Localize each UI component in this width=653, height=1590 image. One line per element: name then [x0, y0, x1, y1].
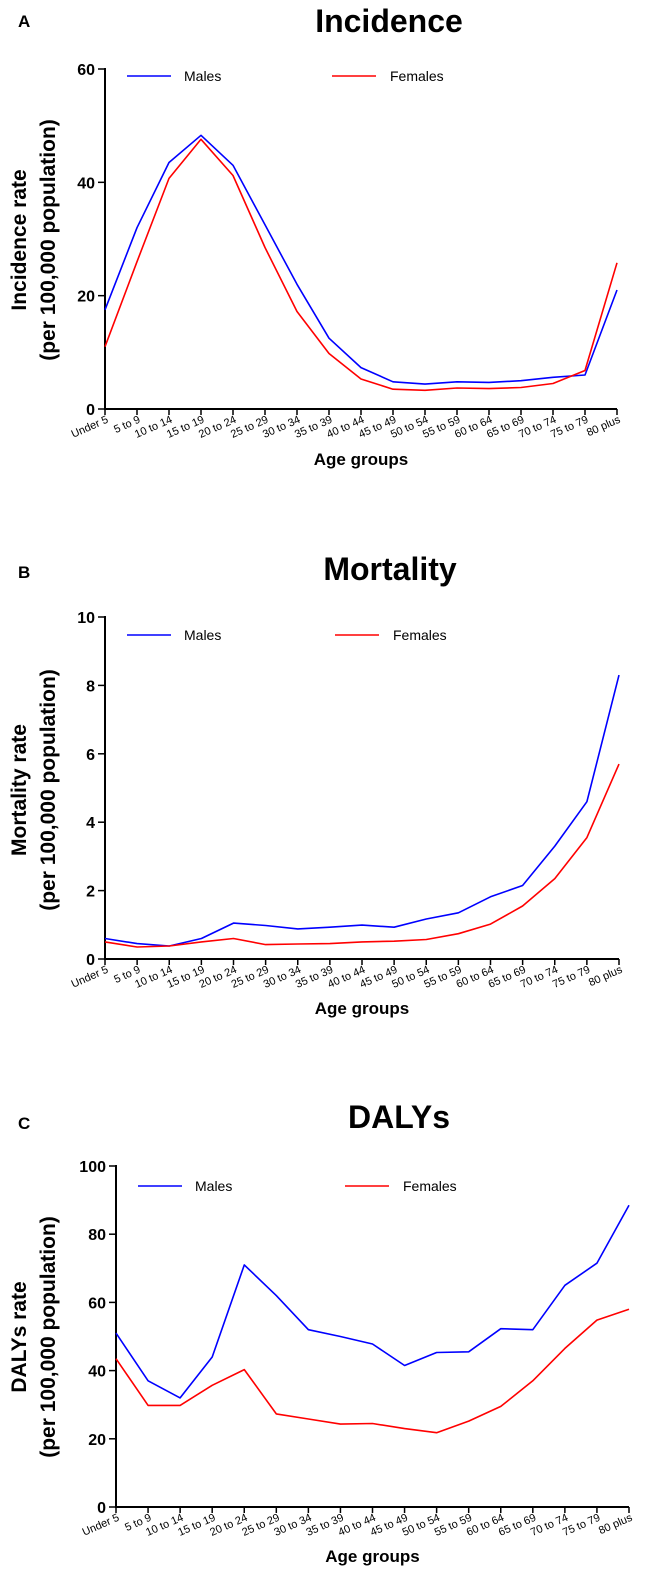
y-axis-label-line1: DALYs rate: [8, 1281, 31, 1392]
y-tick-label: 80: [88, 1227, 106, 1244]
series-line-males: [104, 134, 618, 385]
y-axis-label-line2: (per 100,000 population): [37, 119, 60, 361]
y-tick-label: 40: [88, 1364, 106, 1381]
y-tick-label: 10: [77, 610, 95, 627]
chart-panel-b: B Mortality Mortality rate (per 100,000 pop…: [8, 551, 625, 1018]
y-axis-label-line2: (per 100,000 population): [37, 669, 60, 911]
y-axis-label-line2: (per 100,000 population): [37, 1216, 60, 1458]
legend-item-males: Males: [138, 1178, 232, 1194]
chart-panel-c: C DALYs DALYs rate (per 100,000 population)…: [8, 1099, 635, 1566]
legend-item-males: Males: [127, 68, 221, 84]
chart-panel-a: A Incidence Incidence rate (per 100,000 pop…: [8, 3, 623, 469]
x-tick-label: 75 to 79: [549, 414, 590, 441]
x-tick-label: 80 plus: [585, 414, 623, 440]
x-tick-label: 80 plus: [587, 964, 625, 990]
x-tick-label: 75 to 79: [561, 1512, 602, 1539]
y-tick-label: 0: [86, 952, 95, 969]
legend-label: Females: [393, 627, 447, 643]
legend-item-females: Females: [335, 627, 447, 643]
x-axis-label: Age groups: [315, 999, 409, 1018]
legend-label: Males: [184, 627, 221, 643]
panel-letter: C: [18, 1114, 30, 1133]
y-axis-label-line1: Incidence rate: [8, 169, 31, 310]
series-line-females: [104, 138, 618, 392]
y-tick-label: 8: [86, 678, 95, 695]
y-tick-label: 0: [97, 1500, 106, 1517]
y-tick-label: 60: [77, 62, 95, 79]
panel-letter: A: [18, 12, 30, 31]
series-line-males: [115, 1204, 630, 1399]
x-axis-label: Age groups: [314, 450, 408, 469]
legend-label: Females: [390, 68, 444, 84]
x-axis-label: Age groups: [325, 1547, 419, 1566]
y-tick-label: 100: [79, 1159, 106, 1176]
legend-item-females: Females: [345, 1178, 457, 1194]
x-tick-label: 75 to 79: [551, 964, 592, 991]
y-tick-label: 20: [88, 1432, 106, 1449]
y-tick-label: 0: [86, 402, 95, 419]
y-tick-label: 40: [77, 175, 95, 192]
series-line-males: [104, 674, 620, 947]
chart-title: Mortality: [323, 551, 457, 587]
panel-letter: B: [18, 563, 30, 582]
y-tick-label: 60: [88, 1295, 106, 1312]
legend-label: Females: [403, 1178, 457, 1194]
y-tick-label: 4: [86, 815, 95, 832]
y-tick-label: 20: [77, 289, 95, 306]
legend-label: Males: [195, 1178, 232, 1194]
y-tick-label: 2: [86, 884, 95, 901]
x-tick-label: 80 plus: [597, 1512, 635, 1538]
y-tick-label: 6: [86, 747, 95, 764]
legend-label: Males: [184, 68, 221, 84]
series-line-females: [115, 1308, 630, 1434]
legend-item-males: Males: [127, 627, 221, 643]
chart-title: Incidence: [315, 3, 463, 39]
series-line-females: [104, 763, 620, 948]
legend-item-females: Females: [332, 68, 444, 84]
y-axis-label-line1: Mortality rate: [8, 724, 31, 856]
chart-title: DALYs: [348, 1099, 450, 1135]
